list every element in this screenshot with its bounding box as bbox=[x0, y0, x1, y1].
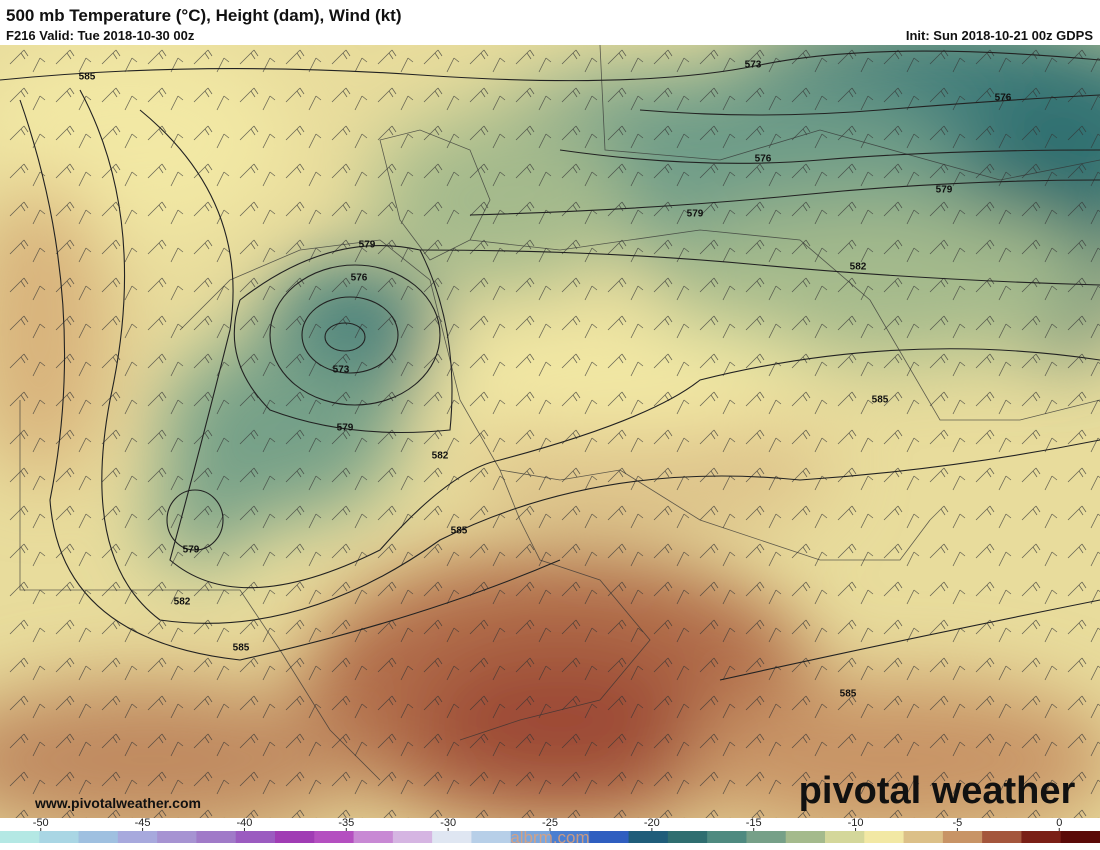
colorbar-swatch bbox=[117, 831, 158, 843]
borders bbox=[19, 45, 1100, 781]
colorbar-swatch bbox=[707, 831, 747, 843]
colorbar: -50 -45 -40 -35 -30 -25 -20 -15 -10 -5 0 bbox=[0, 817, 1100, 843]
wind-barbs bbox=[0, 45, 1100, 818]
colorbar-swatch bbox=[667, 831, 708, 843]
contour-label: 585 bbox=[872, 395, 889, 406]
colorbar-swatch bbox=[746, 831, 787, 843]
colorbar-tick-label: -5 bbox=[953, 817, 963, 829]
map-title: 500 mb Temperature (°C), Height (dam), W… bbox=[6, 6, 401, 25]
colorbar-tick-label: -30 bbox=[440, 817, 456, 829]
colorbar-swatch bbox=[196, 831, 237, 843]
website: www.pivotalweather.com bbox=[34, 795, 201, 811]
contour-label: 585 bbox=[233, 643, 250, 654]
colorbar-swatch bbox=[432, 831, 472, 843]
colorbar-swatch bbox=[510, 831, 551, 843]
colorbar-swatch bbox=[785, 831, 826, 843]
contour-label: 579 bbox=[337, 423, 354, 434]
contour-labels: 585 573 576 576 579 579 579 576 582 573 579 585 582 5… bbox=[79, 60, 1012, 700]
contour-label: 576 bbox=[995, 93, 1012, 104]
colorbar-swatch bbox=[275, 831, 315, 843]
contour-label: 576 bbox=[755, 154, 772, 165]
colorbar-tick-label: -10 bbox=[848, 817, 864, 829]
contour-label: 579 bbox=[687, 209, 704, 220]
colorbar-swatch bbox=[471, 831, 512, 843]
colorbar-tick-label: -40 bbox=[236, 817, 252, 829]
colorbar-swatch bbox=[628, 831, 669, 843]
contour-label: 576 bbox=[351, 273, 368, 284]
contour-label: 585 bbox=[79, 72, 96, 83]
colorbar-tick-label: 0 bbox=[1056, 817, 1062, 829]
colorbar-tick-label: -20 bbox=[644, 817, 660, 829]
contour-label: 573 bbox=[333, 365, 350, 376]
colorbar-swatch bbox=[39, 831, 80, 843]
colorbar-swatch bbox=[0, 831, 40, 843]
colorbar-tick-label: -50 bbox=[33, 817, 49, 829]
contour-label: 582 bbox=[432, 451, 449, 462]
contour-label: 585 bbox=[451, 526, 468, 537]
colorbar-swatch bbox=[353, 831, 394, 843]
colorbar-swatch bbox=[942, 831, 983, 843]
contour-label: 582 bbox=[850, 262, 867, 273]
colorbar-tick-label: -45 bbox=[135, 817, 151, 829]
logo: pivotal weather bbox=[799, 770, 1076, 812]
colorbar-swatch bbox=[157, 831, 197, 843]
colorbar-swatch bbox=[825, 831, 865, 843]
colorbar-swatch bbox=[864, 831, 905, 843]
colorbar-swatch bbox=[550, 831, 590, 843]
colorbar-swatch bbox=[314, 831, 355, 843]
contour-label: 582 bbox=[174, 597, 191, 608]
contour-label: 573 bbox=[745, 60, 762, 71]
colorbar-swatch bbox=[392, 831, 433, 843]
contour-label: 579 bbox=[936, 185, 953, 196]
colorbar-tick-label: -35 bbox=[338, 817, 354, 829]
valid-time: F216 Valid: Tue 2018-10-30 00z bbox=[6, 28, 195, 43]
colorbar-swatch bbox=[589, 831, 630, 843]
colorbar-swatch bbox=[235, 831, 276, 843]
watermark: albrm.com bbox=[510, 828, 589, 847]
height-contours bbox=[0, 50, 1100, 681]
contour-label: 579 bbox=[359, 240, 376, 251]
colorbar-swatch bbox=[1021, 831, 1062, 843]
contour-label: 579 bbox=[183, 545, 200, 556]
colorbar-tick-label: -15 bbox=[746, 817, 762, 829]
map: 585 573 576 576 579 579 579 576 582 573 579 585 582 5… bbox=[0, 45, 1100, 818]
colorbar-swatch bbox=[982, 831, 1022, 843]
init-time: Init: Sun 2018-10-21 00z GDPS bbox=[906, 28, 1093, 43]
colorbar-swatch bbox=[1060, 831, 1100, 843]
colorbar-swatch bbox=[78, 831, 119, 843]
colorbar-swatch bbox=[903, 831, 944, 843]
contour-label: 585 bbox=[840, 689, 857, 700]
colorbar-tick-label: -25 bbox=[542, 817, 558, 829]
